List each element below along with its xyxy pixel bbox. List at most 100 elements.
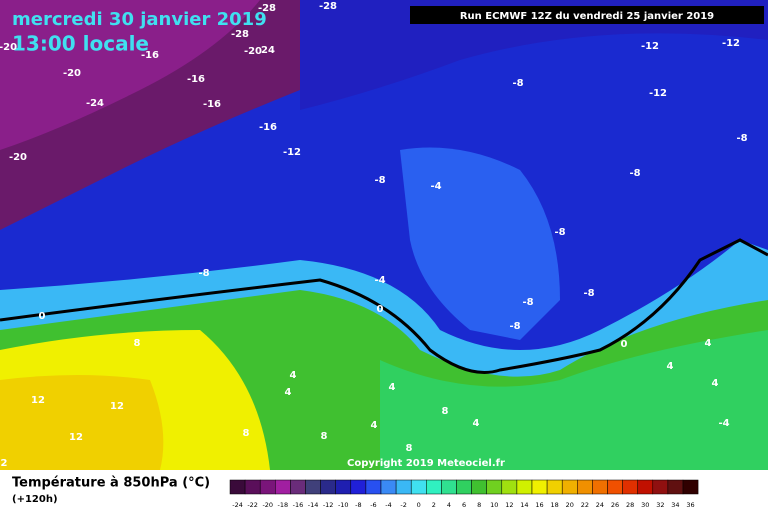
legend-tick-label: 36 <box>686 501 694 509</box>
contour-label: 8 <box>243 428 250 439</box>
legend-tick-label: 20 <box>566 501 574 509</box>
contour-label: -28 <box>319 1 337 12</box>
contour-label: 4 <box>371 420 378 431</box>
contour-label: 4 <box>712 378 719 389</box>
contour-label: -8 <box>522 297 533 308</box>
contour-label: -8 <box>512 78 523 89</box>
cold-zone <box>300 0 768 110</box>
legend-tick-label: 32 <box>656 501 664 509</box>
legend-tick-label: 12 <box>505 501 513 509</box>
legend-tick-label: -2 <box>400 501 406 509</box>
contour-label: -8 <box>736 133 747 144</box>
legend-swatch <box>320 479 336 495</box>
legend-swatch <box>365 479 382 495</box>
copyright: Copyright 2019 Meteociel.fr <box>347 458 505 469</box>
contour-label: -12 <box>722 38 740 49</box>
legend-tick-label: -16 <box>293 501 304 509</box>
legend-tick-label: 34 <box>671 501 679 509</box>
legend-tick-label: 18 <box>551 501 559 509</box>
contour-label: 8 <box>406 443 413 454</box>
legend-swatch <box>290 479 306 495</box>
legend-swatch <box>667 479 684 495</box>
legend-swatch <box>380 479 397 495</box>
contour-label: 4 <box>705 338 712 349</box>
legend-swatch <box>335 479 352 495</box>
legend-swatch <box>471 479 487 495</box>
contour-label: 8 <box>134 338 141 349</box>
legend-tick-label: 30 <box>641 501 649 509</box>
contour-label: 12 <box>69 432 83 443</box>
legend-tick-label: -14 <box>308 501 319 509</box>
contour-label: 0 <box>377 304 384 315</box>
run-info: Run ECMWF 12Z du vendredi 25 janvier 201… <box>460 11 714 22</box>
legend-swatch <box>577 479 593 495</box>
date: mercredi 30 janvier 2019 <box>12 9 267 30</box>
warm-zone <box>0 375 164 470</box>
contour-label: 4 <box>667 361 674 372</box>
warm-zone <box>380 330 768 470</box>
legend-swatch <box>395 479 412 495</box>
legend-tick-label: 8 <box>477 501 481 509</box>
contour-label: 2 <box>1 458 8 469</box>
legend-tick-label: 28 <box>626 501 634 509</box>
legend-tick-label: 6 <box>462 501 466 509</box>
contour-label: -24 <box>86 98 104 109</box>
legend-tick-label: -10 <box>338 501 349 509</box>
legend-tick-label: 24 <box>596 501 604 509</box>
legend-swatch <box>229 479 246 495</box>
contour-label: 0 <box>39 311 46 322</box>
contour-label: -8 <box>583 288 594 299</box>
contour-label: -16 <box>141 50 159 61</box>
legend-swatch <box>682 479 699 495</box>
legend-tick-label: -24 <box>232 501 243 509</box>
contour-label: 4 <box>285 387 292 398</box>
contour-label: -16 <box>187 74 205 85</box>
contour-label: -8 <box>509 321 520 332</box>
contour-label: -20 <box>0 42 17 53</box>
legend-swatch <box>426 479 442 495</box>
legend-swatch <box>637 479 654 495</box>
legend-swatch <box>592 479 608 495</box>
contour-label: -16 <box>203 99 221 110</box>
legend-tick-label: 2 <box>432 501 436 509</box>
legend-swatch <box>244 479 261 495</box>
legend-swatch <box>350 479 367 495</box>
legend-swatch <box>607 479 623 495</box>
contour-label: 8 <box>442 406 449 417</box>
contour-label: -28 <box>231 29 249 40</box>
legend-swatch <box>516 479 533 495</box>
legend-swatch <box>410 479 427 495</box>
cold-zone <box>0 0 260 150</box>
contour-label: 4 <box>473 418 480 429</box>
legend-swatch <box>622 479 638 495</box>
zero-band <box>0 240 768 387</box>
legend-tick-label: -4 <box>385 501 391 509</box>
legend-tick-label: -22 <box>247 501 258 509</box>
contour-label: -8 <box>374 175 385 186</box>
legend-tick-label: -8 <box>355 501 361 509</box>
legend-subtitle: (+120h) <box>12 494 58 505</box>
legend-swatch <box>501 479 518 495</box>
contour-label: -8 <box>198 268 209 279</box>
contour-label: -8 <box>554 227 565 238</box>
legend-swatch <box>275 479 291 495</box>
contour-label: -8 <box>629 168 640 179</box>
contour-label: 12 <box>110 401 124 412</box>
legend-tick-label: 22 <box>581 501 589 509</box>
contour-label: 0 <box>621 339 628 350</box>
contour-label: -28 <box>258 3 276 14</box>
legend-swatch <box>486 479 503 495</box>
contour-label: -16 <box>259 122 277 133</box>
run-box <box>410 6 764 24</box>
legend-tick-label: 0 <box>417 501 421 509</box>
legend-tick-label: -6 <box>370 501 376 509</box>
contour-label: -12 <box>283 147 301 158</box>
contour-label: -12 <box>641 41 659 52</box>
legend-tick-label: 16 <box>535 501 543 509</box>
contour-label: 4 <box>389 382 396 393</box>
contour-label: 8 <box>321 431 328 442</box>
contour-label: 24 <box>261 45 275 56</box>
legend-swatch <box>441 479 457 495</box>
contour-label: -20 <box>244 46 262 57</box>
legend-swatch <box>546 479 563 495</box>
